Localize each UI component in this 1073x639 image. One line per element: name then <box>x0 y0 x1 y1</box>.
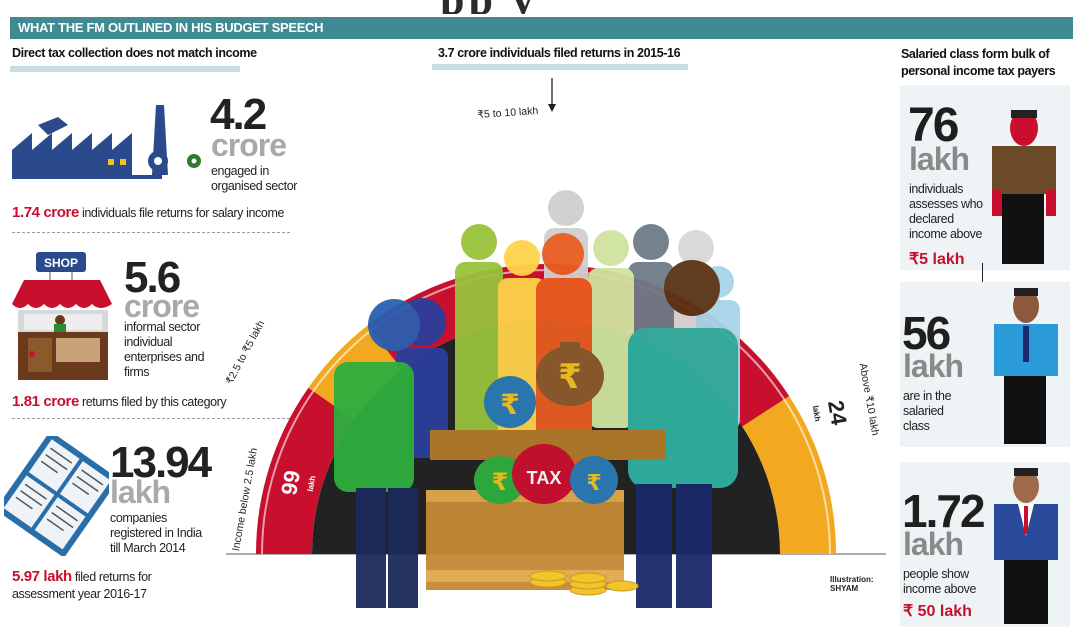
label-above-10: Above ₹10 lakh <box>857 362 882 436</box>
svg-text:₹: ₹ <box>492 468 509 496</box>
stat-highlight-2: 1.81 crore returns filed by this categor… <box>12 393 227 410</box>
right-section-title: Salaried class form bulk of personal inc… <box>901 47 1056 78</box>
stat-desc-3: companies registered in India till March… <box>110 511 202 555</box>
divider-2 <box>12 418 290 419</box>
right-unit-1: lakh <box>909 141 970 177</box>
stat-highlight-3: 5.97 lakh filed returns for assessment y… <box>12 568 152 601</box>
crowd-illustration: ₹ ₹ ₹ TAX ₹ <box>334 190 740 608</box>
right-number-3: 1.72 <box>902 485 986 537</box>
stat-unit-2: crore <box>124 288 200 324</box>
factory-icon <box>12 105 201 179</box>
man-brown-shirt-icon <box>992 110 1056 264</box>
label-5-to-10: ₹5 to 10 lakh <box>477 105 539 121</box>
label-2-5-to-5: ₹2.5 to ₹5 lakh <box>226 318 267 386</box>
right-number-2: 56 <box>902 307 951 359</box>
stat-unit-1: crore <box>211 127 287 163</box>
segment-unit-52: lakh <box>512 163 528 172</box>
center-section-title: 3.7 crore individuals filed returns in 2… <box>438 46 681 60</box>
right-desc-1: individuals assesses who declared income… <box>909 182 983 241</box>
left-section-title: Direct tax collection does not match inc… <box>12 46 257 60</box>
cut-off-headline: pp y <box>440 0 538 14</box>
stat-number-1: 4.2 <box>210 90 267 139</box>
top-strip: pp y <box>0 0 1073 14</box>
segment-value-24: 24 <box>823 398 852 427</box>
svg-text:₹: ₹ <box>500 388 519 421</box>
segment-value-99: 99 <box>276 468 305 496</box>
segment-unit-24: lakh <box>811 405 823 422</box>
stat-desc-1: engaged in organised sector <box>211 164 298 193</box>
right-unit-2: lakh <box>903 348 964 384</box>
label-below-2-5: Income below 2.5 lakh <box>230 447 260 552</box>
right-desc-2: are in the salaried class <box>903 389 952 433</box>
svg-text:₹: ₹ <box>586 471 601 496</box>
income-arc-chart: 99 lakh 195 lakh 52 lakh 24 lakh ₹5 to 1… <box>226 78 886 608</box>
stat-number-2: 5.6 <box>124 253 181 302</box>
shop-icon: SHOP <box>12 252 112 380</box>
stat-unit-3: lakh <box>110 474 171 510</box>
segment-below-2-5 <box>256 387 355 554</box>
svg-text:₹: ₹ <box>558 357 582 397</box>
arrow-line <box>982 263 983 291</box>
segment-value-52: 52 <box>507 139 534 166</box>
center-title-underline <box>432 64 688 70</box>
right-unit-3: lakh <box>903 526 964 562</box>
man-suit-icon <box>994 468 1058 624</box>
man-blue-shirt-icon <box>994 288 1058 444</box>
divider-1 <box>12 232 290 233</box>
tax-bag-label: TAX <box>527 468 562 488</box>
documents-icon <box>4 436 109 556</box>
right-desc-3: people show income above <box>903 567 977 596</box>
left-title-underline <box>10 66 240 72</box>
stat-highlight-1: 1.74 crore individuals file returns for … <box>12 204 285 221</box>
segment-above-10 <box>742 396 836 554</box>
shop-sign-text: SHOP <box>44 256 78 270</box>
right-highlight-3: ₹ 50 lakh <box>903 603 972 620</box>
illustration-credit: Illustration: SHYAM <box>830 575 874 593</box>
stat-desc-2: informal sector individual enterprises a… <box>124 320 205 379</box>
segment-unit-99: lakh <box>306 475 318 492</box>
header-bar: WHAT THE FM OUTLINED IN HIS BUDGET SPEEC… <box>10 17 1073 39</box>
stat-number-3: 13.94 <box>110 438 212 487</box>
right-highlight-1: ₹5 lakh <box>909 251 965 268</box>
right-number-1: 76 <box>908 99 959 152</box>
